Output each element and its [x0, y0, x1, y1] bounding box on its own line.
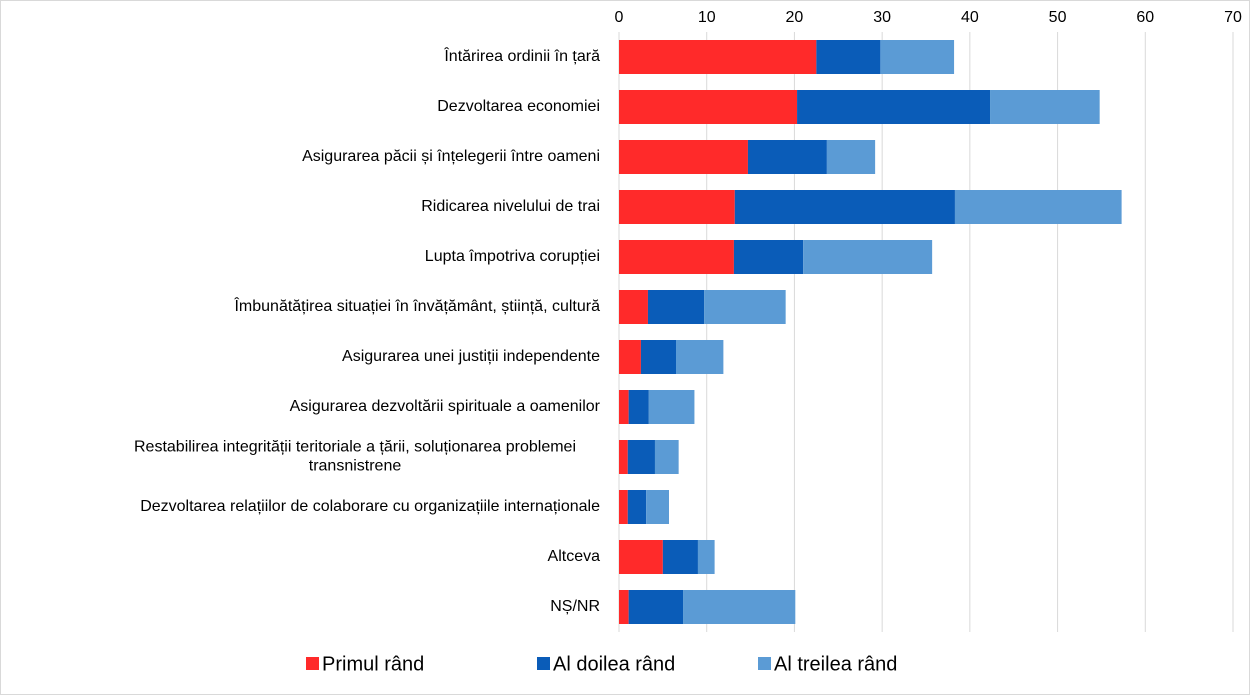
bar-segment: [619, 190, 735, 224]
bar-segment: [619, 440, 628, 474]
bar-segment: [733, 240, 804, 274]
bar-segment: [627, 440, 655, 474]
legend-label: Al treilea rând: [774, 653, 897, 675]
category-label: Îmbunătățirea situației în învățământ, ș…: [233, 296, 600, 315]
bar-segment: [619, 40, 817, 74]
bar-segment: [646, 490, 669, 524]
bar-segment: [954, 190, 1122, 224]
legend-label: Primul rând: [322, 653, 424, 675]
bar-segment: [619, 340, 641, 374]
bar-segment: [803, 240, 933, 274]
bar-segment: [627, 490, 647, 524]
bar-segment: [648, 390, 695, 424]
legend-swatch: [537, 657, 550, 670]
bar-segment: [654, 440, 679, 474]
legend-swatch: [306, 657, 319, 670]
x-tick-label: 20: [786, 9, 804, 26]
category-label: Lupta împotriva corupției: [425, 248, 600, 265]
x-tick-label: 10: [698, 9, 716, 26]
bar-segment: [619, 390, 629, 424]
bar-segment: [619, 90, 798, 124]
bar-segment: [619, 140, 748, 174]
bar-segment: [697, 540, 715, 574]
category-label: Restabilirea integrității teritoriale a …: [134, 439, 576, 475]
x-tick-label: 30: [873, 9, 891, 26]
legend-label: Al doilea rând: [553, 653, 675, 675]
bar-segment: [734, 190, 955, 224]
bar-segment: [990, 90, 1100, 124]
category-label: Întărirea ordinii în țară: [443, 46, 600, 65]
category-label: NȘ/NR: [550, 598, 600, 615]
bar-segment: [816, 40, 881, 74]
bar-segment: [619, 590, 629, 624]
category-label: Asigurarea unei justiții independente: [342, 348, 600, 365]
bar-segment: [747, 140, 827, 174]
bar-segment: [662, 540, 698, 574]
bar-segment: [628, 390, 649, 424]
bar-segment: [619, 490, 628, 524]
category-label: Altceva: [548, 548, 601, 565]
bar-segment: [676, 340, 724, 374]
bar-segment: [880, 40, 955, 74]
x-tick-label: 0: [615, 9, 624, 26]
bar-segment: [647, 290, 705, 324]
category-label: Asigurarea dezvoltării spirituale a oame…: [290, 398, 601, 415]
x-tick-label: 60: [1136, 9, 1154, 26]
x-tick-label: 40: [961, 9, 979, 26]
category-label: Dezvoltarea economiei: [437, 98, 600, 115]
category-label: Asigurarea păcii și înțelegerii între oa…: [302, 148, 600, 165]
bar-segment: [619, 290, 648, 324]
bar-segment: [619, 540, 663, 574]
bar-segment: [797, 90, 991, 124]
legend-swatch: [758, 657, 771, 670]
bar-segment: [683, 590, 796, 624]
bar-segment: [826, 140, 876, 174]
x-tick-label: 50: [1049, 9, 1067, 26]
category-label: Dezvoltarea relațiilor de colaborare cu …: [140, 498, 600, 515]
x-tick-label: 70: [1224, 9, 1242, 26]
bar-segment: [704, 290, 786, 324]
category-label: Ridicarea nivelului de trai: [421, 198, 600, 215]
bar-segment: [640, 340, 677, 374]
bar-segment: [628, 590, 684, 624]
bar-segment: [619, 240, 734, 274]
